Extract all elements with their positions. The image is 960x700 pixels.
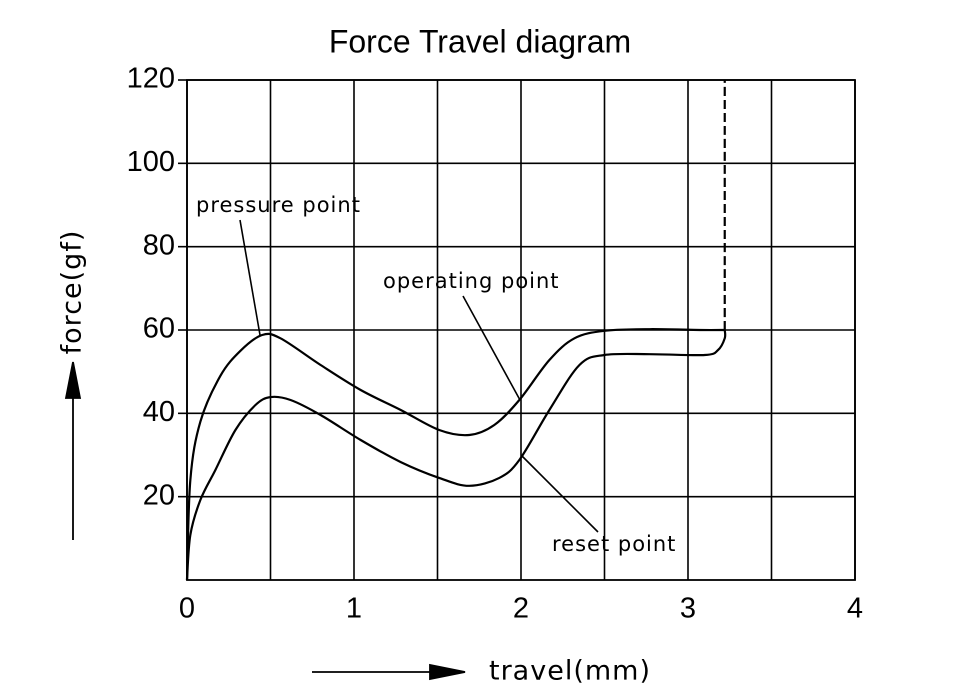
annotation: operating point (383, 269, 560, 293)
x-tick-label: 2 (513, 593, 529, 625)
x-axis-label: travel(mm) (489, 656, 651, 687)
x-tick-label: 0 (179, 593, 195, 625)
annotation: pressure point (196, 193, 361, 217)
x-arrow-head (429, 663, 466, 681)
y-tick-label: 20 (143, 479, 175, 511)
y-tick-label: 40 (143, 396, 175, 428)
axis-arrows (64, 361, 466, 681)
y-arrow-head (64, 361, 82, 399)
curve (185, 328, 725, 581)
leader-lines (239, 219, 599, 533)
leader-line (521, 455, 599, 533)
x-tick-label: 4 (847, 593, 863, 625)
x-tick-label: 1 (346, 593, 362, 625)
curve (185, 329, 727, 581)
annotation: reset point (552, 532, 676, 556)
leader-line (239, 219, 261, 336)
y-tick-label: 100 (127, 146, 175, 178)
x-tick-label: 3 (680, 593, 696, 625)
y-axis-label: force(gf) (57, 230, 88, 355)
y-tick-label: 60 (143, 313, 175, 345)
y-tick-label: 120 (127, 63, 175, 95)
y-tick-label: 80 (143, 229, 175, 261)
leader-line (462, 295, 521, 401)
chart-title: Force Travel diagram (329, 23, 631, 59)
